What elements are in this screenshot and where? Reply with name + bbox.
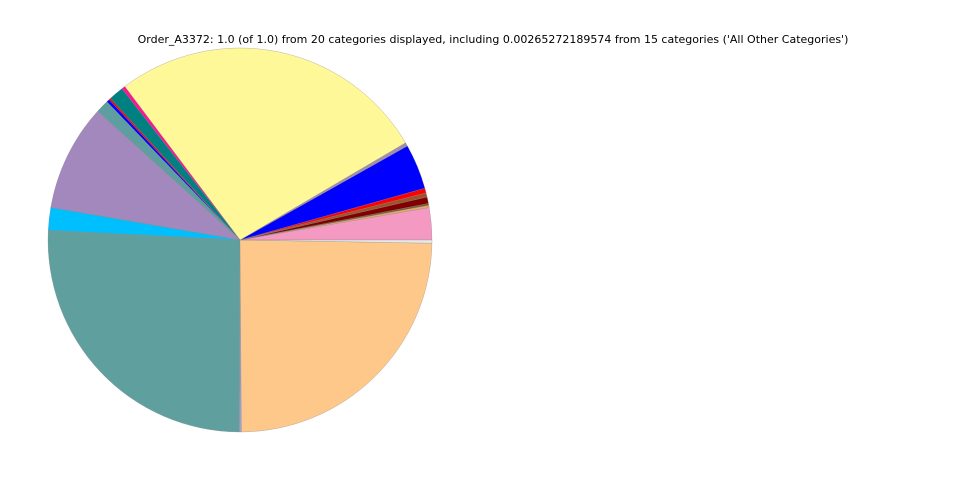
pie-slice-19 [239, 239, 433, 433]
pie-slice-17 [47, 230, 241, 433]
pie-slice-15 [50, 110, 241, 241]
pie-slice-20 [239, 239, 433, 244]
chart-title: Order_A3372: 1.0 (of 1.0) from 20 catego… [137, 33, 849, 46]
pie-slice-9 [124, 47, 406, 241]
